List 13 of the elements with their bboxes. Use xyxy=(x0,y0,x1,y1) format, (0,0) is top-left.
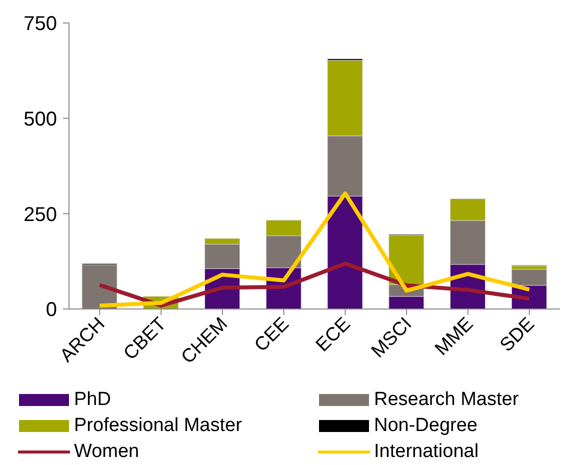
y-tick-label: 750 xyxy=(24,13,57,36)
y-tick-label: 250 xyxy=(24,204,57,226)
legend-label: Non-Degree xyxy=(374,414,478,438)
legend-label: PhD xyxy=(74,388,111,412)
legend-label: Women xyxy=(74,440,140,464)
y-tick-label: 0 xyxy=(46,299,57,322)
legend-label: International xyxy=(374,440,479,464)
bar xyxy=(82,264,118,309)
legend-label: Professional Master xyxy=(74,414,242,438)
line-series xyxy=(98,191,532,308)
y-tick-label: 500 xyxy=(24,108,57,130)
line-series xyxy=(98,262,532,308)
legend-label: Research Master xyxy=(374,388,519,412)
